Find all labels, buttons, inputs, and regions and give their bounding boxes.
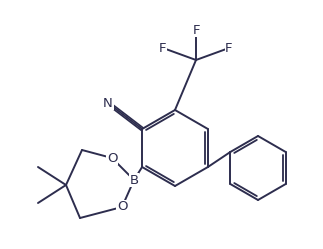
Text: N: N	[103, 97, 113, 110]
Text: B: B	[130, 174, 139, 187]
Text: O: O	[117, 200, 127, 213]
Text: F: F	[225, 42, 233, 55]
Text: O: O	[107, 151, 117, 165]
Text: F: F	[159, 42, 167, 55]
Text: F: F	[192, 23, 200, 37]
